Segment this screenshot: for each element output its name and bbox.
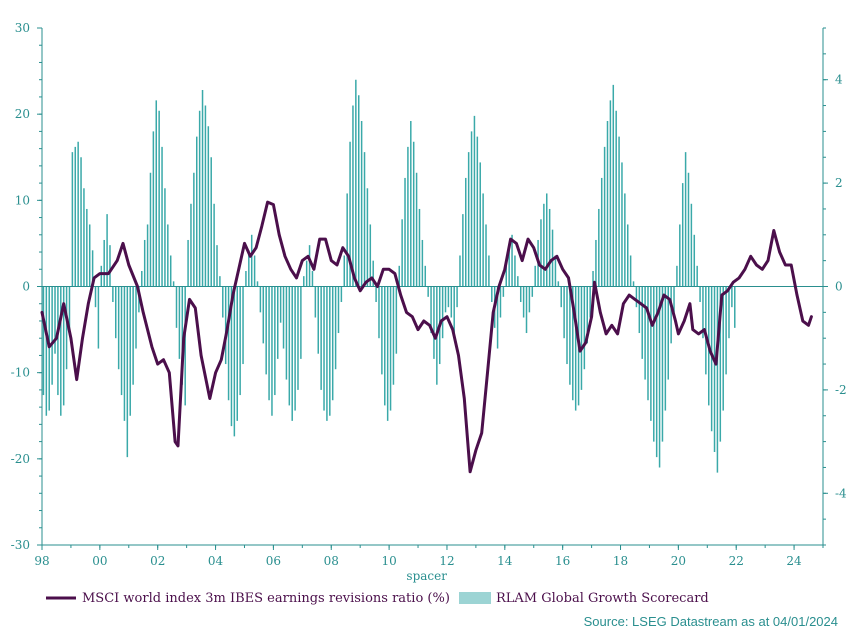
x-axis-label: spacer — [406, 569, 447, 583]
right-tick-label: -4 — [835, 486, 847, 500]
x-tick-label: 98 — [34, 554, 49, 568]
legend-bar-swatch — [459, 592, 491, 604]
left-tick-label: 20 — [15, 107, 30, 121]
x-tick-label: 06 — [266, 554, 281, 568]
source-label: Source: LSEG Datastream as at 04/01/2024 — [584, 614, 838, 629]
left-ticks: 30 20 10 0 -10 -20 -30 — [11, 21, 42, 552]
x-ticks: 98 00 02 04 06 08 10 12 14 16 18 20 22 24 — [34, 545, 824, 568]
legend-bar-label: RLAM Global Growth Scorecard — [496, 591, 709, 606]
x-tick-label: 00 — [92, 554, 107, 568]
x-tick-label: 16 — [555, 554, 570, 568]
x-tick-label: 12 — [439, 554, 454, 568]
bars-layer — [42, 79, 736, 473]
left-tick-label: 0 — [22, 280, 30, 294]
left-tick-label: 30 — [15, 21, 30, 35]
left-tick-label: -10 — [11, 366, 30, 380]
msci-line-series — [40, 200, 813, 474]
right-tick-label: 4 — [835, 73, 843, 87]
x-tick-label: 10 — [381, 554, 396, 568]
right-tick-label: 0 — [835, 280, 843, 294]
x-tick-label: 08 — [324, 554, 339, 568]
x-tick-label: 04 — [208, 554, 224, 568]
right-ticks: 4 2 0 -2 -4 — [823, 27, 847, 546]
legend: MSCI world index 3m IBES earnings revisi… — [46, 591, 709, 606]
left-tick-label: -20 — [11, 452, 30, 466]
right-tick-label: 2 — [835, 176, 843, 190]
x-tick-label: 14 — [497, 554, 513, 568]
left-tick-label: 10 — [15, 193, 30, 207]
x-tick-label: 24 — [786, 554, 802, 568]
legend-line-label: MSCI world index 3m IBES earnings revisi… — [82, 591, 450, 606]
x-tick-label: 02 — [150, 554, 165, 568]
x-tick-label: 22 — [729, 554, 744, 568]
x-tick-label: 18 — [613, 554, 628, 568]
right-tick-label: -2 — [835, 383, 847, 397]
left-tick-label: -30 — [11, 538, 30, 552]
x-tick-label: 20 — [671, 554, 686, 568]
